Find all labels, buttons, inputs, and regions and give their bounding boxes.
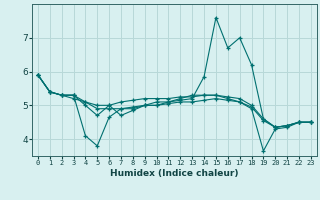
- X-axis label: Humidex (Indice chaleur): Humidex (Indice chaleur): [110, 169, 239, 178]
